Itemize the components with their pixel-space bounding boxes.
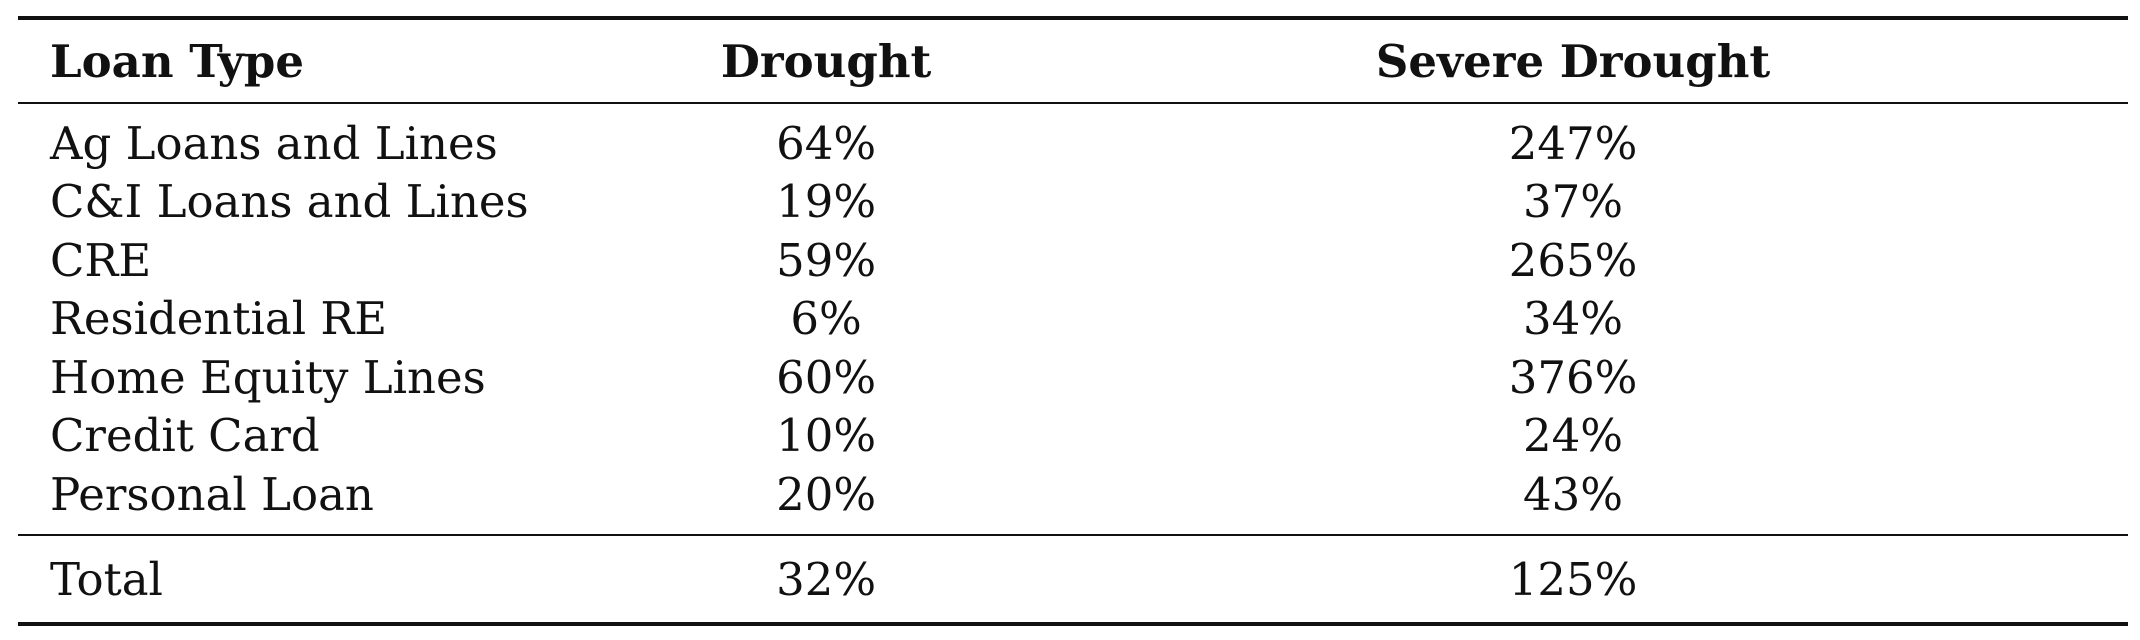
- row-severe-drought-value: 265%: [1508, 233, 1638, 287]
- row-severe-drought-value: 376%: [1508, 350, 1638, 404]
- total-row: Total 32% 125%: [18, 540, 2128, 620]
- table-row: CRE 59% 265%: [18, 231, 2128, 290]
- row-drought-value: 64%: [776, 116, 877, 170]
- row-drought-value: 6%: [790, 292, 862, 346]
- row-drought-value: 19%: [776, 175, 877, 229]
- table-row: Personal Loan 20% 43%: [18, 465, 2128, 524]
- table-total-block: Total 32% 125%: [18, 536, 2128, 622]
- header-drought: Drought: [720, 34, 932, 88]
- row-severe-drought-value: 43%: [1523, 467, 1624, 521]
- header-severe-drought: Severe Drought: [1375, 34, 1771, 88]
- header-loan-type: Loan Type: [50, 34, 304, 88]
- total-severe-drought-value: 125%: [1508, 553, 1638, 606]
- row-loan-type: Ag Loans and Lines: [50, 116, 498, 170]
- row-severe-drought-value: 24%: [1523, 409, 1624, 463]
- bottom-rule: [18, 621, 2128, 626]
- top-rule: [18, 16, 2128, 20]
- row-loan-type: Credit Card: [50, 409, 320, 463]
- row-loan-type: Personal Loan: [50, 467, 374, 521]
- total-rule: [18, 533, 2128, 536]
- table-row: Ag Loans and Lines 64% 247%: [18, 114, 2128, 173]
- row-drought-value: 20%: [776, 467, 877, 521]
- row-loan-type: CRE: [50, 233, 152, 287]
- table-row: Residential RE 6% 34%: [18, 290, 2128, 349]
- row-drought-value: 10%: [776, 409, 877, 463]
- row-drought-value: 59%: [776, 233, 877, 287]
- row-loan-type: C&I Loans and Lines: [50, 175, 529, 229]
- row-severe-drought-value: 247%: [1508, 116, 1638, 170]
- table-body: Ag Loans and Lines 64% 247% C&I Loans an…: [18, 104, 2128, 534]
- total-label: Total: [50, 553, 163, 606]
- total-drought-value: 32%: [776, 553, 877, 606]
- table-row: Home Equity Lines 60% 376%: [18, 348, 2128, 407]
- table-row: C&I Loans and Lines 19% 37%: [18, 173, 2128, 232]
- loan-drought-table: Loan Type Drought Severe Drought Ag Loan…: [18, 16, 2128, 626]
- header-rule: [18, 102, 2128, 104]
- row-loan-type: Residential RE: [50, 292, 388, 346]
- table-row: Credit Card 10% 24%: [18, 407, 2128, 466]
- row-loan-type: Home Equity Lines: [50, 350, 486, 404]
- row-drought-value: 60%: [776, 350, 877, 404]
- row-severe-drought-value: 34%: [1523, 292, 1624, 346]
- table-header-row: Loan Type Drought Severe Drought: [18, 20, 2128, 102]
- row-severe-drought-value: 37%: [1523, 175, 1624, 229]
